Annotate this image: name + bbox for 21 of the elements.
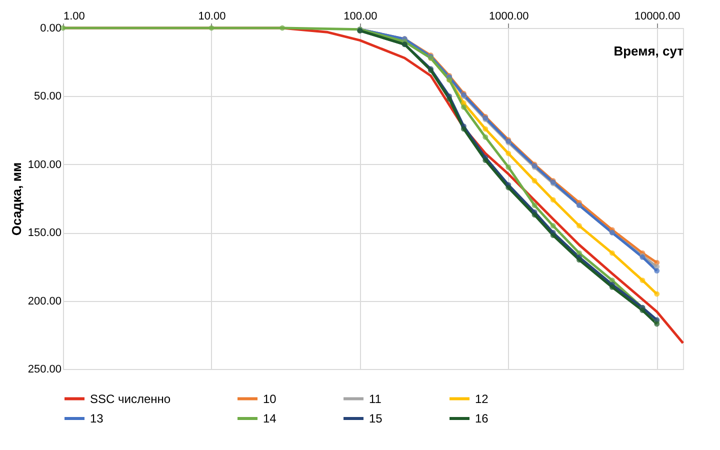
legend-label: 13 — [90, 412, 104, 426]
legend-label: 11 — [369, 392, 382, 406]
x-tick-label: 1.00 — [64, 10, 85, 22]
legend-label: 15 — [369, 412, 383, 426]
y-tick-label: 50.00 — [34, 90, 62, 103]
x-tick-label: 100.00 — [344, 10, 378, 22]
x-tick-label: 10000.00 — [634, 10, 680, 22]
x-tick-label: 10.00 — [198, 10, 226, 22]
y-tick-label: 0.00 — [40, 22, 62, 34]
legend-label: SSC численно — [90, 392, 171, 406]
x-tick-label: 1000.00 — [489, 10, 529, 22]
y-tick-label: 150.00 — [28, 227, 62, 240]
x-axis-title: Время, сут — [614, 44, 684, 58]
legend-label: 10 — [263, 392, 277, 406]
y-tick-label: 200.00 — [28, 295, 62, 308]
legend-label: 14 — [263, 412, 277, 426]
y-tick-label: 100.00 — [28, 158, 62, 171]
y-axis-title: Осадка, мм — [8, 162, 24, 236]
legend-label: 12 — [475, 392, 489, 406]
y-tick-label: 250.00 — [28, 364, 62, 376]
legend-label: 16 — [475, 412, 489, 426]
